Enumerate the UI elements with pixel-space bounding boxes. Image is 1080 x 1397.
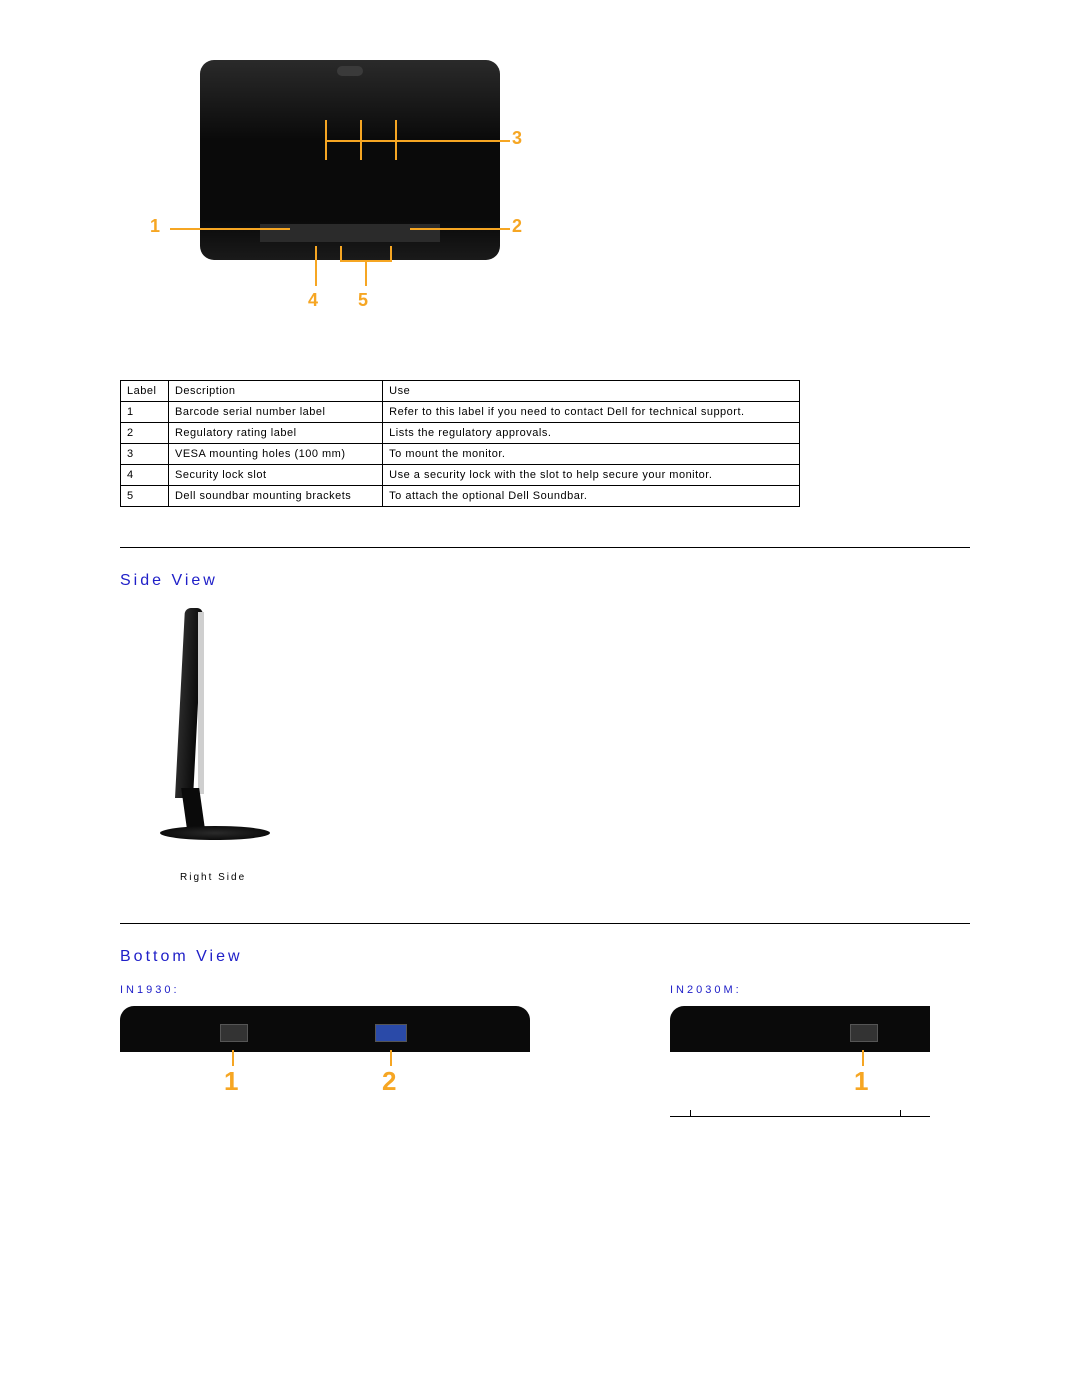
monitor-back-illustration bbox=[200, 60, 500, 260]
cell-description: Barcode serial number label bbox=[168, 402, 382, 423]
cell-description: VESA mounting holes (100 mm) bbox=[168, 444, 382, 465]
col-label: Label bbox=[121, 381, 169, 402]
bottom-view-figure-a: 1 2 bbox=[120, 1006, 530, 1126]
callout-line bbox=[340, 246, 342, 262]
power-port-icon bbox=[220, 1024, 248, 1042]
callout-number-5: 5 bbox=[358, 290, 368, 311]
monitor-bottom-body bbox=[670, 1006, 930, 1052]
callout-number-1: 1 bbox=[854, 1066, 868, 1097]
side-view-caption: Right Side bbox=[180, 872, 980, 883]
cell-label: 1 bbox=[121, 402, 169, 423]
section-divider bbox=[120, 923, 970, 924]
cell-use: Lists the regulatory approvals. bbox=[383, 423, 800, 444]
cell-use: To attach the optional Dell Soundbar. bbox=[383, 486, 800, 507]
cell-label: 4 bbox=[121, 465, 169, 486]
cell-label: 2 bbox=[121, 423, 169, 444]
cell-description: Dell soundbar mounting brackets bbox=[168, 486, 382, 507]
monitor-bottom-body bbox=[120, 1006, 530, 1052]
cell-use: Refer to this label if you need to conta… bbox=[383, 402, 800, 423]
model-label-in2030m: IN2030M: bbox=[670, 984, 1000, 996]
cell-use: To mount the monitor. bbox=[383, 444, 800, 465]
callout-line bbox=[325, 120, 327, 160]
back-view-table: Label Description Use 1 Barcode serial n… bbox=[120, 380, 800, 507]
side-view-figure bbox=[150, 608, 310, 868]
bottom-view-heading: Bottom View bbox=[120, 948, 980, 966]
cell-description: Security lock slot bbox=[168, 465, 382, 486]
monitor-side-neck bbox=[181, 788, 205, 828]
table-row: 5 Dell soundbar mounting brackets To att… bbox=[121, 486, 800, 507]
col-use: Use bbox=[383, 381, 800, 402]
table-row: 4 Security lock slot Use a security lock… bbox=[121, 465, 800, 486]
table-row: 3 VESA mounting holes (100 mm) To mount … bbox=[121, 444, 800, 465]
scale-line bbox=[670, 1116, 930, 1117]
cell-use: Use a security lock with the slot to hel… bbox=[383, 465, 800, 486]
back-view-figure: 3 1 2 4 5 bbox=[150, 60, 550, 340]
section-divider bbox=[120, 547, 970, 548]
document-page: 3 1 2 4 5 Label Description Use 1 Barcod… bbox=[0, 0, 1080, 1166]
cell-label: 3 bbox=[121, 444, 169, 465]
monitor-side-base bbox=[160, 826, 270, 840]
power-port-icon bbox=[850, 1024, 878, 1042]
table-row: 2 Regulatory rating label Lists the regu… bbox=[121, 423, 800, 444]
callout-number-4: 4 bbox=[308, 290, 318, 311]
callout-number-1: 1 bbox=[224, 1066, 238, 1097]
side-view-heading: Side View bbox=[120, 572, 980, 590]
callout-number-1: 1 bbox=[150, 216, 160, 237]
callout-line bbox=[315, 246, 317, 286]
callout-line bbox=[390, 1050, 392, 1066]
bottom-view-figure-b: 1 bbox=[670, 1006, 930, 1126]
scale-tick bbox=[690, 1110, 691, 1116]
model-label-in1930: IN1930: bbox=[120, 984, 530, 996]
vga-port-icon bbox=[375, 1024, 407, 1042]
callout-line bbox=[360, 120, 362, 160]
callout-line bbox=[862, 1050, 864, 1066]
cell-description: Regulatory rating label bbox=[168, 423, 382, 444]
callout-line bbox=[390, 246, 392, 262]
callout-line bbox=[365, 260, 367, 286]
callout-number-2: 2 bbox=[382, 1066, 396, 1097]
callout-number-2: 2 bbox=[512, 216, 522, 237]
logo-icon bbox=[337, 66, 363, 76]
table-row: 1 Barcode serial number label Refer to t… bbox=[121, 402, 800, 423]
table-header-row: Label Description Use bbox=[121, 381, 800, 402]
callout-number-3: 3 bbox=[512, 128, 522, 149]
callout-line bbox=[232, 1050, 234, 1066]
callout-line bbox=[395, 140, 510, 142]
callout-line bbox=[410, 228, 510, 230]
label-panel-strip bbox=[260, 224, 440, 242]
bottom-view-in1930: IN1930: 1 2 bbox=[120, 984, 530, 1126]
bottom-view-in2030m: IN2030M: 1 bbox=[670, 984, 1000, 1126]
cell-label: 5 bbox=[121, 486, 169, 507]
callout-line bbox=[170, 228, 290, 230]
col-description: Description bbox=[168, 381, 382, 402]
bottom-view-row: IN1930: 1 2 IN2030M: 1 bbox=[120, 984, 1000, 1126]
monitor-side-edge bbox=[198, 612, 204, 794]
scale-tick bbox=[900, 1110, 901, 1116]
